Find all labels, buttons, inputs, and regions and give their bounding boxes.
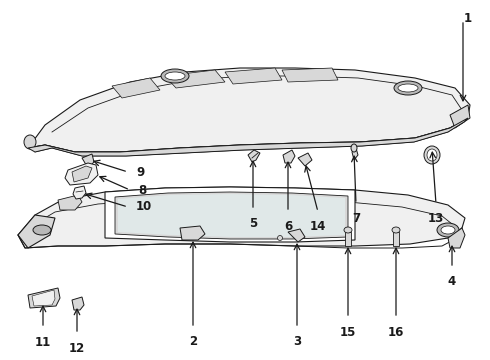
Circle shape [182, 234, 188, 238]
Ellipse shape [344, 227, 352, 233]
Polygon shape [58, 195, 82, 210]
Text: 8: 8 [138, 184, 146, 197]
Ellipse shape [351, 144, 357, 152]
Text: 7: 7 [352, 212, 360, 225]
Polygon shape [28, 118, 468, 156]
Text: 6: 6 [284, 220, 292, 233]
Polygon shape [288, 229, 305, 242]
Text: 14: 14 [310, 220, 326, 233]
Polygon shape [115, 192, 348, 239]
Polygon shape [180, 226, 205, 240]
Text: 10: 10 [136, 201, 152, 213]
Polygon shape [28, 68, 470, 152]
Polygon shape [65, 163, 98, 185]
Ellipse shape [392, 227, 400, 233]
Text: 16: 16 [388, 326, 404, 339]
Polygon shape [283, 150, 295, 163]
Polygon shape [298, 153, 312, 166]
Polygon shape [112, 78, 160, 98]
Polygon shape [105, 187, 355, 242]
Ellipse shape [437, 223, 459, 237]
Polygon shape [28, 288, 60, 308]
Polygon shape [345, 232, 351, 246]
Polygon shape [393, 232, 399, 246]
Polygon shape [448, 228, 465, 248]
Ellipse shape [427, 149, 437, 161]
Text: 9: 9 [136, 166, 144, 179]
Polygon shape [118, 194, 345, 237]
Ellipse shape [441, 226, 455, 234]
Text: 13: 13 [428, 212, 444, 225]
Polygon shape [165, 70, 225, 88]
Polygon shape [82, 154, 94, 168]
Polygon shape [352, 148, 358, 160]
Ellipse shape [398, 84, 418, 92]
Text: 1: 1 [464, 12, 472, 25]
Text: 15: 15 [340, 326, 356, 339]
Polygon shape [73, 186, 86, 199]
Polygon shape [18, 215, 55, 248]
Text: 12: 12 [69, 342, 85, 355]
Polygon shape [225, 68, 282, 84]
Ellipse shape [394, 81, 422, 95]
Ellipse shape [24, 135, 36, 149]
Circle shape [277, 235, 283, 240]
Ellipse shape [424, 146, 440, 164]
Text: 11: 11 [35, 336, 51, 349]
Ellipse shape [161, 69, 189, 83]
Text: 4: 4 [448, 275, 456, 288]
Text: 5: 5 [249, 217, 257, 230]
Circle shape [193, 234, 197, 239]
Polygon shape [72, 166, 92, 182]
Text: 3: 3 [293, 335, 301, 348]
Polygon shape [450, 105, 470, 128]
Polygon shape [32, 290, 55, 306]
Polygon shape [282, 68, 338, 82]
Polygon shape [72, 297, 84, 310]
Polygon shape [18, 187, 465, 248]
Text: 2: 2 [189, 335, 197, 348]
Ellipse shape [33, 225, 51, 235]
Polygon shape [248, 150, 260, 162]
Ellipse shape [165, 72, 185, 80]
